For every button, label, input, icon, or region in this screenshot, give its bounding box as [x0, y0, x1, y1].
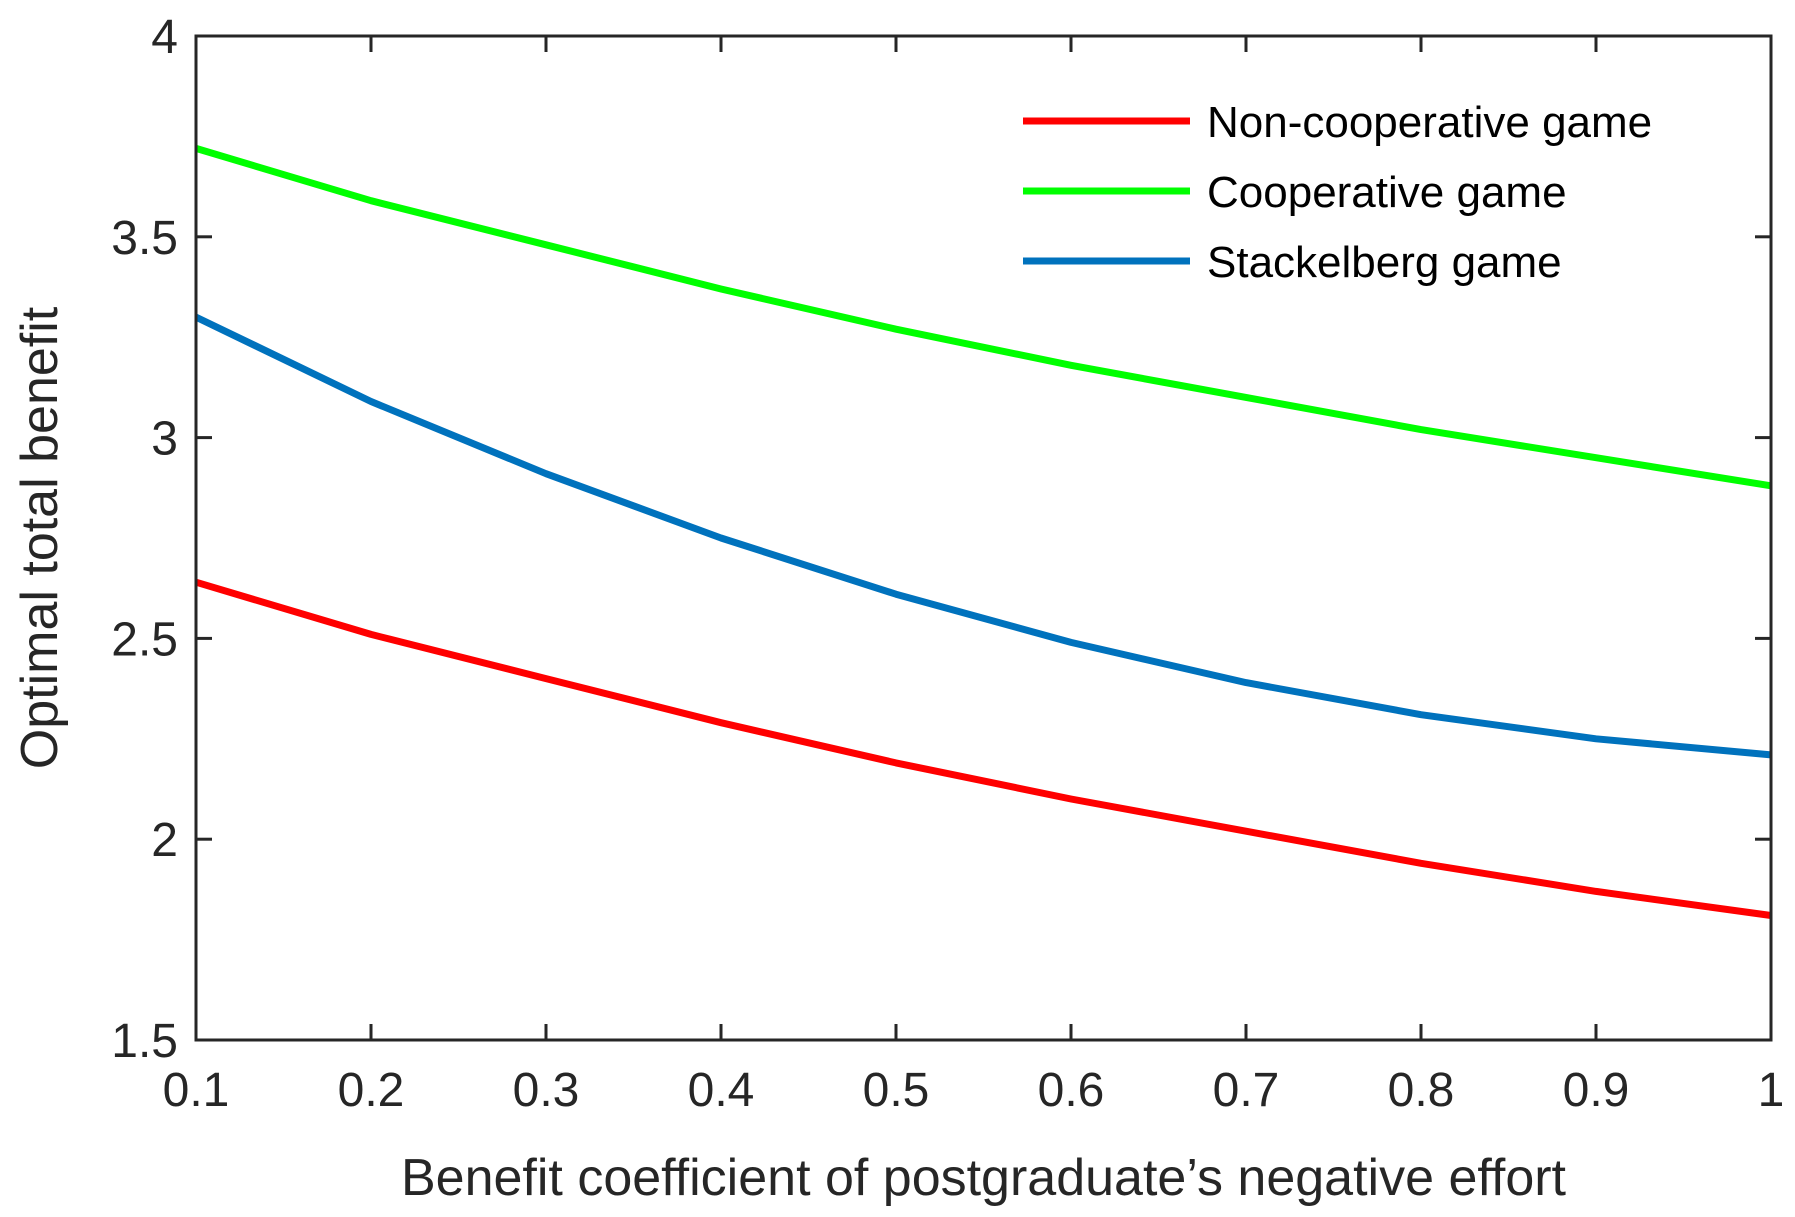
x-tick-label: 0.7 — [1213, 1064, 1280, 1117]
series-line-cooperative — [194, 145, 1772, 490]
legend: Non-cooperative game Cooperative game St… — [1023, 98, 1652, 287]
y-tick-label: 2 — [151, 814, 178, 867]
y-tick-label: 4 — [151, 11, 178, 64]
plot-area-frame — [194, 34, 1773, 1042]
series-line-stackelberg — [194, 313, 1772, 759]
y-axis-label: Optimal total benefit — [11, 306, 69, 769]
y-tick-label: 1.5 — [111, 1015, 178, 1068]
x-tick-label: 0.6 — [1038, 1064, 1105, 1117]
x-tick-labels: 0.1 0.2 0.3 0.4 0.5 0.6 0.7 0.8 0.9 1 — [163, 1064, 1785, 1117]
x-tick-label: 0.4 — [688, 1064, 755, 1117]
y-tick-label: 2.5 — [111, 613, 178, 666]
series-layer — [194, 145, 1772, 919]
x-tick-label: 0.3 — [513, 1064, 580, 1117]
x-tick-label: 0.8 — [1388, 1064, 1455, 1117]
legend-label-non-cooperative: Non-cooperative game — [1207, 98, 1652, 147]
legend-label-stackelberg: Stackelberg game — [1207, 238, 1562, 287]
series-line-non-cooperative — [194, 578, 1772, 919]
x-tick-label: 0.2 — [338, 1064, 405, 1117]
x-axis-label: Benefit coefficient of postgraduate’s ne… — [401, 1149, 1567, 1207]
x-tick-label: 0.1 — [163, 1064, 230, 1117]
y-tick-label: 3 — [151, 413, 178, 466]
y-tick-label: 3.5 — [111, 212, 178, 265]
y-tick-labels: 1.5 2 2.5 3 3.5 4 — [111, 11, 178, 1068]
x-tick-label: 0.5 — [863, 1064, 930, 1117]
legend-label-cooperative: Cooperative game — [1207, 168, 1567, 217]
x-tick-label: 0.9 — [1563, 1064, 1630, 1117]
x-tick-label: 1 — [1758, 1064, 1785, 1117]
